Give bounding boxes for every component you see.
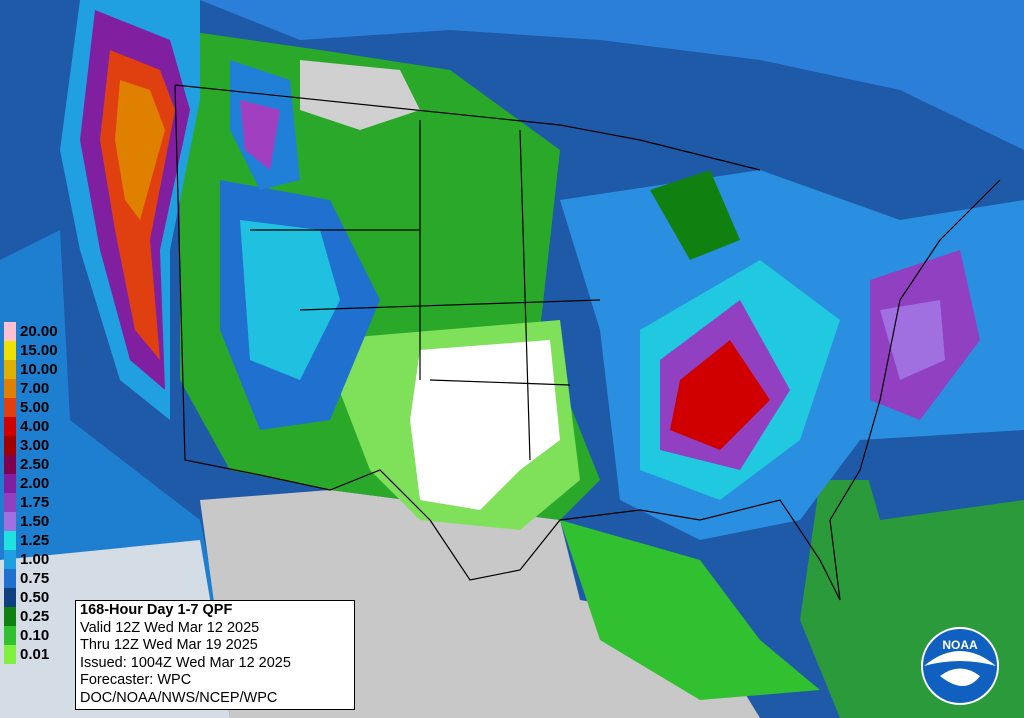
legend-label: 1.00 <box>20 551 50 568</box>
precip-area <box>560 520 820 700</box>
info-line: Thru 12Z Wed Mar 19 2025 <box>80 637 258 653</box>
noaa-logo: NOAA <box>921 627 999 705</box>
logo-circle <box>921 627 999 705</box>
legend-swatch <box>4 645 16 664</box>
legend-swatch <box>4 322 16 341</box>
legend-row: 0.01 <box>4 645 78 664</box>
legend-row: 0.25 <box>4 607 78 626</box>
legend-swatch <box>4 417 16 436</box>
info-line: Forecaster: WPC <box>80 672 192 688</box>
legend-swatch <box>4 550 16 569</box>
legend-row: 1.50 <box>4 512 78 531</box>
legend-row: 4.00 <box>4 417 78 436</box>
legend-label: 15.00 <box>20 342 58 359</box>
precip-area <box>240 100 280 170</box>
legend-label: 0.01 <box>20 646 50 663</box>
no-precip-area <box>300 60 420 130</box>
legend-row: 1.75 <box>4 493 78 512</box>
legend-label: 0.10 <box>20 627 50 644</box>
legend-row: 1.25 <box>4 531 78 550</box>
legend-row: 10.00 <box>4 360 78 379</box>
legend-label: 1.25 <box>20 532 50 549</box>
legend-swatch <box>4 436 16 455</box>
legend-label: 7.00 <box>20 380 50 397</box>
info-line: Valid 12Z Wed Mar 12 2025 <box>80 619 260 636</box>
logo-wave <box>924 651 996 666</box>
legend-label: 0.25 <box>20 608 50 625</box>
legend-label: 1.50 <box>20 513 50 530</box>
precip-area <box>240 220 340 380</box>
logo-bird <box>940 668 980 686</box>
legend-label: 0.50 <box>20 589 50 606</box>
precip-area <box>860 420 1024 520</box>
legend-swatch <box>4 588 16 607</box>
legend-swatch <box>4 398 16 417</box>
precip-area <box>0 0 1024 150</box>
legend-swatch <box>4 569 16 588</box>
legend-label: 2.50 <box>20 456 50 473</box>
legend-label: 10.00 <box>20 361 58 378</box>
precip-area <box>670 340 770 450</box>
legend-swatch <box>4 607 16 626</box>
logo-text: NOAA <box>942 638 978 652</box>
legend-row: 1.00 <box>4 550 78 569</box>
precip-area <box>650 170 740 260</box>
legend-row: 0.50 <box>4 588 78 607</box>
legend-row: 7.00 <box>4 379 78 398</box>
legend-swatch <box>4 455 16 474</box>
legend-swatch <box>4 474 16 493</box>
info-box: 168-Hour Day 1-7 QPF Valid 12Z Wed Mar 1… <box>75 600 355 710</box>
legend-swatch <box>4 626 16 645</box>
legend-row: 2.00 <box>4 474 78 493</box>
legend-label: 20.00 <box>20 323 58 340</box>
info-title: 168-Hour Day 1-7 QPF <box>80 602 233 618</box>
boundaries <box>174 84 1001 601</box>
legend-row: 5.00 <box>4 398 78 417</box>
legend-label: 4.00 <box>20 418 50 435</box>
legend-label: 0.75 <box>20 570 50 587</box>
legend-row: 15.00 <box>4 341 78 360</box>
legend-swatch <box>4 531 16 550</box>
legend-row: 3.00 <box>4 436 78 455</box>
legend-row: 0.10 <box>4 626 78 645</box>
legend-swatch <box>4 379 16 398</box>
no-precip-area <box>410 340 560 510</box>
legend-swatch <box>4 512 16 531</box>
legend-swatch <box>4 493 16 512</box>
precip-area <box>115 80 165 220</box>
legend-swatch <box>4 341 16 360</box>
legend-row: 20.00 <box>4 322 78 341</box>
info-line: DOC/NOAA/NWS/NCEP/WPC <box>80 689 278 706</box>
legend-label: 5.00 <box>20 399 50 416</box>
legend-label: 2.00 <box>20 475 50 492</box>
info-line: Issued: 1004Z Wed Mar 12 2025 <box>80 654 291 671</box>
legend-row: 0.75 <box>4 569 78 588</box>
legend: 20.00 15.00 10.00 7.00 5.00 4.00 3.00 2.50 2.00 1… <box>4 322 78 664</box>
legend-row: 2.50 <box>4 455 78 474</box>
legend-label: 1.75 <box>20 494 50 511</box>
legend-swatch <box>4 360 16 379</box>
legend-label: 3.00 <box>20 437 50 454</box>
